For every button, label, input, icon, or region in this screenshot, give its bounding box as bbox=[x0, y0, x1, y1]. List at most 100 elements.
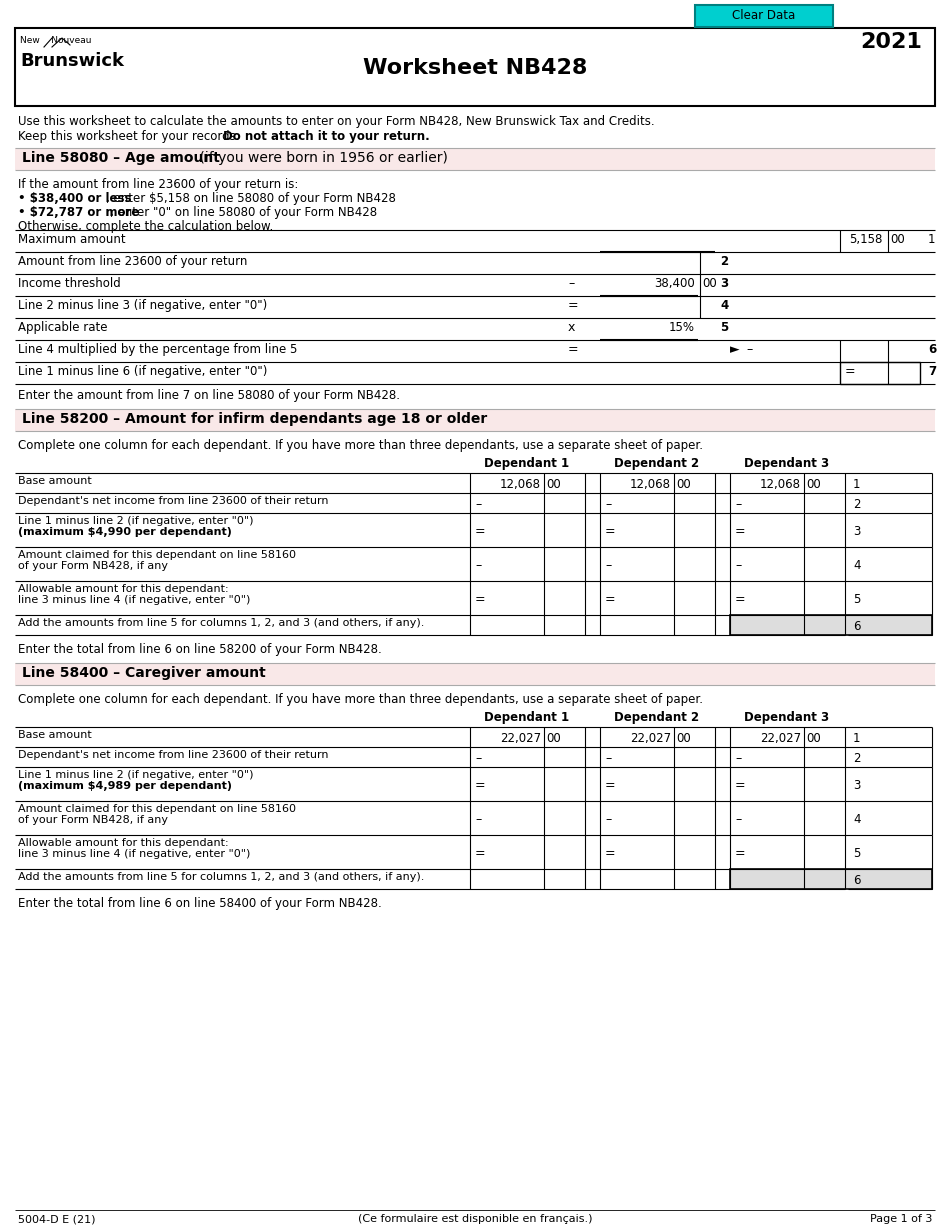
Text: Dependant 2: Dependant 2 bbox=[615, 458, 699, 470]
Text: 6: 6 bbox=[928, 343, 937, 355]
Text: Enter the total from line 6 on line 58200 of your Form NB428.: Enter the total from line 6 on line 5820… bbox=[18, 643, 382, 656]
Text: Line 1 minus line 2 (if negative, enter "0"): Line 1 minus line 2 (if negative, enter … bbox=[18, 770, 254, 780]
Text: =: = bbox=[475, 847, 485, 860]
Text: Amount claimed for this dependant on line 58160: Amount claimed for this dependant on lin… bbox=[18, 804, 296, 814]
Text: Enter the amount from line 7 on line 58080 of your Form NB428.: Enter the amount from line 7 on line 580… bbox=[18, 389, 400, 402]
Text: 00: 00 bbox=[806, 732, 821, 745]
Text: (maximum $4,989 per dependant): (maximum $4,989 per dependant) bbox=[18, 781, 232, 791]
Text: • $72,787 or more: • $72,787 or more bbox=[18, 205, 140, 219]
Text: =: = bbox=[605, 779, 616, 792]
Text: 7: 7 bbox=[928, 365, 936, 378]
Bar bbox=[15, 663, 935, 685]
Text: 6: 6 bbox=[853, 875, 861, 887]
Text: Allowable amount for this dependant:: Allowable amount for this dependant: bbox=[18, 838, 229, 847]
Text: Maximum amount: Maximum amount bbox=[18, 232, 125, 246]
Text: 5: 5 bbox=[720, 321, 729, 335]
Text: 22,027: 22,027 bbox=[760, 732, 801, 745]
Bar bbox=[730, 870, 932, 889]
Text: Keep this worksheet for your records.: Keep this worksheet for your records. bbox=[18, 130, 243, 143]
Text: –: – bbox=[746, 343, 752, 355]
Text: Applicable rate: Applicable rate bbox=[18, 321, 107, 335]
Text: Dependant 1: Dependant 1 bbox=[484, 458, 570, 470]
Text: 2: 2 bbox=[720, 255, 728, 268]
Bar bbox=[695, 5, 833, 27]
Text: 12,068: 12,068 bbox=[630, 478, 671, 491]
Text: Complete one column for each dependant. If you have more than three dependants, : Complete one column for each dependant. … bbox=[18, 439, 703, 451]
Text: –: – bbox=[605, 752, 611, 765]
Text: –: – bbox=[605, 813, 611, 827]
Text: 00: 00 bbox=[676, 732, 691, 745]
Text: –: – bbox=[735, 813, 741, 827]
Text: –: – bbox=[605, 498, 611, 510]
Text: Worksheet NB428: Worksheet NB428 bbox=[363, 58, 587, 77]
Text: , enter $5,158 on line 58080 of your Form NB428: , enter $5,158 on line 58080 of your For… bbox=[106, 192, 396, 205]
Text: –: – bbox=[475, 752, 482, 765]
Text: Line 1 minus line 6 (if negative, enter "0"): Line 1 minus line 6 (if negative, enter … bbox=[18, 365, 267, 378]
Text: Line 58200 – Amount for infirm dependants age 18 or older: Line 58200 – Amount for infirm dependant… bbox=[22, 412, 487, 426]
Text: =: = bbox=[845, 365, 856, 378]
Text: 22,027: 22,027 bbox=[630, 732, 671, 745]
Text: Brunswick: Brunswick bbox=[20, 52, 124, 70]
Text: 3: 3 bbox=[853, 525, 861, 538]
Text: 00: 00 bbox=[702, 277, 716, 290]
Text: 5: 5 bbox=[853, 847, 861, 860]
Text: Do not attach it to your return.: Do not attach it to your return. bbox=[223, 130, 429, 143]
Text: Add the amounts from line 5 for columns 1, 2, and 3 (and others, if any).: Add the amounts from line 5 for columns … bbox=[18, 872, 425, 882]
Bar bbox=[15, 148, 935, 170]
Text: –: – bbox=[475, 813, 482, 827]
Text: If the amount from line 23600 of your return is:: If the amount from line 23600 of your re… bbox=[18, 178, 298, 191]
Text: 5: 5 bbox=[853, 593, 861, 606]
Text: =: = bbox=[475, 593, 485, 606]
Text: 00: 00 bbox=[546, 478, 560, 491]
Text: 12,068: 12,068 bbox=[760, 478, 801, 491]
Text: 4: 4 bbox=[853, 813, 861, 827]
Text: 2: 2 bbox=[853, 752, 861, 765]
Text: 00: 00 bbox=[806, 478, 821, 491]
Text: –: – bbox=[605, 558, 611, 572]
Text: =: = bbox=[475, 525, 485, 538]
Text: =: = bbox=[568, 343, 579, 355]
Text: 00: 00 bbox=[676, 478, 691, 491]
Text: –: – bbox=[735, 752, 741, 765]
Text: Use this worksheet to calculate the amounts to enter on your Form NB428, New Bru: Use this worksheet to calculate the amou… bbox=[18, 114, 655, 128]
Text: 00: 00 bbox=[546, 732, 560, 745]
Text: =: = bbox=[735, 847, 746, 860]
Text: =: = bbox=[735, 779, 746, 792]
Text: =: = bbox=[735, 525, 746, 538]
Text: Clear Data: Clear Data bbox=[732, 9, 796, 22]
Bar bbox=[730, 870, 932, 889]
Text: (if you were born in 1956 or earlier): (if you were born in 1956 or earlier) bbox=[195, 151, 447, 165]
Text: Line 58400 – Caregiver amount: Line 58400 – Caregiver amount bbox=[22, 665, 266, 680]
Text: of your Form NB428, if any: of your Form NB428, if any bbox=[18, 561, 168, 571]
Text: Dependant's net income from line 23600 of their return: Dependant's net income from line 23600 o… bbox=[18, 496, 329, 506]
Text: 00: 00 bbox=[890, 232, 904, 246]
Text: (Ce formulaire est disponible en français.): (Ce formulaire est disponible en françai… bbox=[358, 1214, 592, 1224]
Bar bbox=[730, 615, 932, 635]
Text: Amount from line 23600 of your return: Amount from line 23600 of your return bbox=[18, 255, 247, 268]
Text: Base amount: Base amount bbox=[18, 476, 92, 486]
Text: 2: 2 bbox=[853, 498, 861, 510]
Text: 4: 4 bbox=[720, 299, 729, 312]
Text: 12,068: 12,068 bbox=[500, 478, 541, 491]
Text: 1: 1 bbox=[928, 232, 936, 246]
Text: –: – bbox=[568, 277, 574, 290]
Text: –: – bbox=[735, 558, 741, 572]
Text: Amount claimed for this dependant on line 58160: Amount claimed for this dependant on lin… bbox=[18, 550, 296, 560]
Text: 15%: 15% bbox=[669, 321, 695, 335]
Text: 38,400: 38,400 bbox=[655, 277, 695, 290]
Text: line 3 minus line 4 (if negative, enter "0"): line 3 minus line 4 (if negative, enter … bbox=[18, 849, 251, 859]
Text: (maximum $4,990 per dependant): (maximum $4,990 per dependant) bbox=[18, 526, 232, 538]
Text: ►: ► bbox=[730, 343, 740, 355]
Text: Dependant 3: Dependant 3 bbox=[745, 711, 829, 724]
Text: , enter "0" on line 58080 of your Form NB428: , enter "0" on line 58080 of your Form N… bbox=[110, 205, 377, 219]
Text: Line 2 minus line 3 (if negative, enter "0"): Line 2 minus line 3 (if negative, enter … bbox=[18, 299, 267, 312]
Text: 5004-D E (21): 5004-D E (21) bbox=[18, 1214, 96, 1224]
Text: Enter the total from line 6 on line 58400 of your Form NB428.: Enter the total from line 6 on line 5840… bbox=[18, 897, 382, 910]
Text: 1: 1 bbox=[853, 732, 861, 745]
Text: Complete one column for each dependant. If you have more than three dependants, : Complete one column for each dependant. … bbox=[18, 692, 703, 706]
Text: =: = bbox=[475, 779, 485, 792]
Text: 5,158: 5,158 bbox=[849, 232, 883, 246]
Text: 3: 3 bbox=[720, 277, 728, 290]
Text: 1: 1 bbox=[853, 478, 861, 491]
Text: 3: 3 bbox=[853, 779, 861, 792]
